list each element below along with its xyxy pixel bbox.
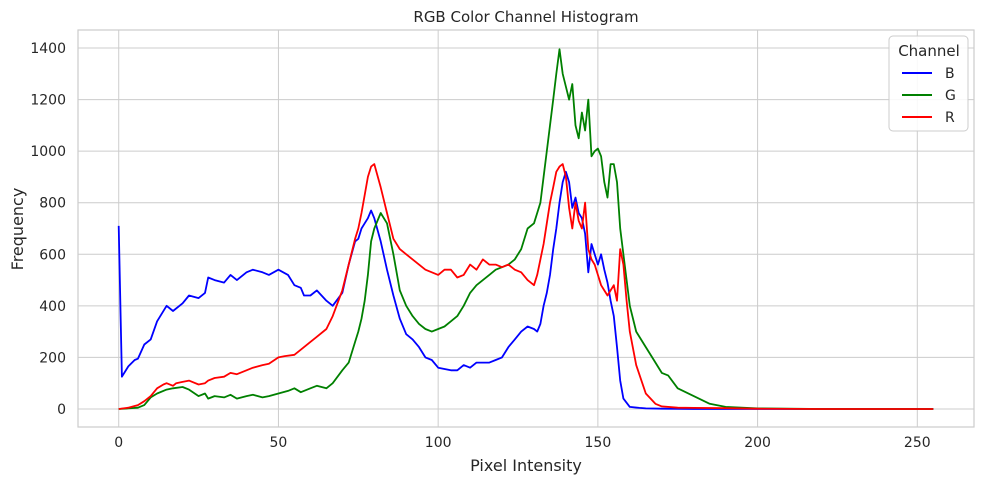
legend: Channel BGR: [888, 35, 969, 132]
x-axis-label: Pixel Intensity: [470, 456, 582, 475]
legend-label-g: G: [945, 88, 956, 104]
y-tick-label: 800: [39, 196, 66, 212]
x-tick-label: 150: [585, 435, 612, 451]
legend-box: [888, 35, 969, 132]
series-line-g: [118, 48, 934, 410]
x-tick-label: 0: [114, 435, 123, 451]
y-tick-label: 1000: [30, 144, 66, 160]
legend-label-b: B: [945, 66, 955, 82]
series-line-r: [118, 163, 934, 410]
y-tick-label: 200: [39, 350, 66, 366]
series-line-b: [117, 170, 934, 410]
plot-area-background: [78, 30, 974, 427]
y-tick-label: 600: [39, 247, 66, 263]
x-tick-label: 250: [904, 435, 931, 451]
y-axis-label: Frequency: [8, 188, 27, 271]
series-lines: [117, 48, 934, 410]
legend-label-r: R: [945, 110, 955, 126]
x-tick-label: 200: [744, 435, 771, 451]
legend-title: Channel: [898, 42, 960, 60]
y-tick-label: 1400: [30, 41, 66, 57]
y-tick-label: 1200: [30, 93, 66, 109]
x-tick-label: 100: [425, 435, 452, 451]
tick-labels: 0 50 100 150 200 250 0 200 400 600 800 1000 1200 1400: [30, 41, 930, 451]
y-tick-label: 400: [39, 299, 66, 315]
x-tick-label: 50: [270, 435, 288, 451]
legend-items: BGR: [902, 66, 956, 126]
y-tick-label: 0: [57, 402, 66, 418]
chart-title: RGB Color Channel Histogram: [413, 8, 638, 26]
plot-area-frame: [77, 29, 975, 428]
